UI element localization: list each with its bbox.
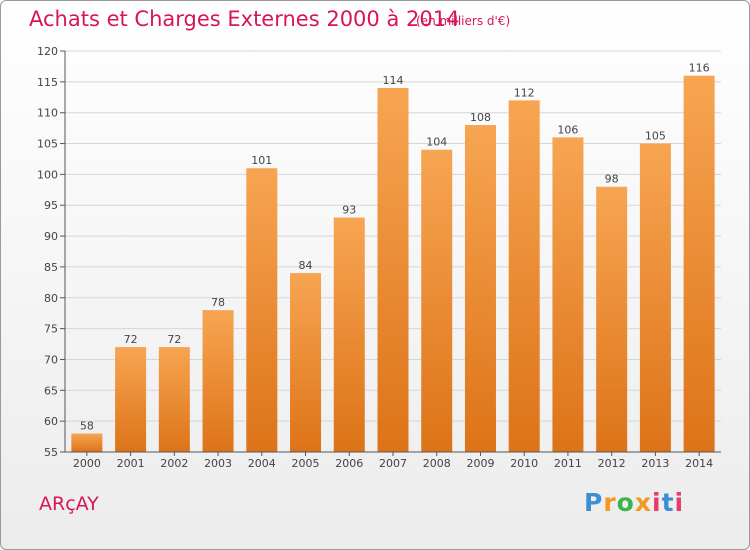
bar-2010 [508,100,540,452]
chart-subtitle: (en milliers d'€) [416,14,511,28]
x-tick-label: 2014 [685,457,713,470]
x-tick-label: 2004 [248,457,276,470]
data-label: 114 [383,74,404,87]
chart-title: Achats et Charges Externes 2000 à 2014 [29,7,460,31]
data-label: 101 [251,154,272,167]
data-label: 84 [299,259,313,272]
y-tick-label: 115 [37,76,58,89]
bar-2013 [639,143,671,453]
bar-2002 [158,347,190,452]
bar-series [71,75,715,453]
bar-2009 [464,125,496,453]
logo-letter: i [674,488,685,517]
x-tick-label: 2001 [117,457,145,470]
x-tick-label: 2013 [641,457,669,470]
logo-letter: P [584,488,604,517]
bar-2014 [683,75,715,452]
data-label: 104 [426,136,447,149]
x-tick-label: 2008 [423,457,451,470]
data-label: 93 [342,204,356,217]
logo-letter: t [661,488,675,517]
bar-2012 [596,186,628,452]
y-tick-label: 80 [44,292,58,305]
data-label: 108 [470,111,491,124]
x-tick-label: 2003 [204,457,232,470]
x-tick-label: 2006 [335,457,363,470]
bar-2007 [377,88,409,452]
y-tick-labels: 55 60 65 70 75 80 85 90 95 100 105 110 115 120 [37,45,58,459]
data-label: 78 [211,296,225,309]
bar-2005 [290,273,322,452]
logo-letter: i [652,488,662,517]
logo-letter: x [634,488,652,517]
y-tick-label: 110 [37,107,58,120]
y-tick-label: 95 [44,199,58,212]
bar-2008 [421,149,453,452]
data-label: 72 [124,333,138,346]
bar-2006 [333,217,365,452]
x-tick-label: 2007 [379,457,407,470]
commune-name: ARçAY [39,493,99,515]
y-tick-label: 100 [37,168,58,181]
y-tick-label: 70 [44,353,58,366]
y-tick-label: 75 [44,323,58,336]
x-tick-label: 2011 [554,457,582,470]
y-tick-label: 60 [44,415,58,428]
data-label: 106 [557,123,578,136]
data-label: 98 [605,173,619,186]
data-label: 116 [689,62,710,75]
bar-2004 [246,168,278,452]
data-label: 105 [645,130,666,143]
data-label: 72 [167,333,181,346]
y-tick-label: 55 [44,446,58,459]
bar-2000 [71,433,103,452]
y-tick-label: 120 [37,45,58,58]
x-tick-label: 2005 [292,457,320,470]
bar-2003 [202,310,234,452]
bar-2001 [115,347,147,452]
logo-letter: r [603,488,617,517]
x-tick-labels: 2000 2001 2002 2003 2004 2005 2006 2007 2008 2009… [73,452,713,470]
x-tick-label: 2010 [510,457,538,470]
proxiti-logo: Proxiti [584,488,684,517]
x-tick-label: 2012 [598,457,626,470]
y-tick-label: 105 [37,138,58,151]
logo-letter: o [616,488,635,517]
data-labels: 58 72 72 78 101 84 93 114 104 108 112 106 98 105 116 [80,62,710,433]
data-label: 112 [514,86,535,99]
bar-2011 [552,137,584,452]
x-tick-label: 2002 [160,457,188,470]
x-tick-label: 2000 [73,457,101,470]
x-tick-label: 2009 [466,457,494,470]
data-label: 58 [80,419,94,432]
y-tick-label: 90 [44,230,58,243]
y-tick-label: 65 [44,384,58,397]
y-tick-label: 85 [44,261,58,274]
